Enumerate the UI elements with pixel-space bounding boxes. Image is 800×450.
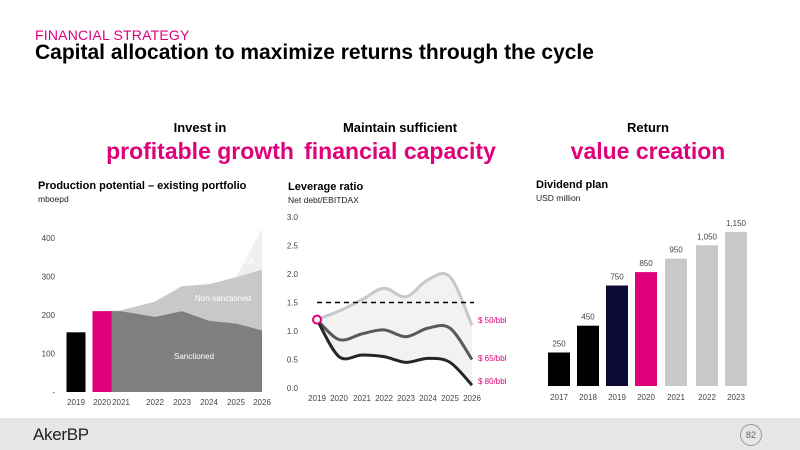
production-chart-unit: mboepd — [38, 194, 69, 204]
x-tick-label: 2022 — [375, 394, 393, 403]
production-chart-title: Production potential – existing portfoli… — [38, 180, 247, 192]
column-heading-capacity: Maintain sufficient financial capacity — [280, 120, 520, 165]
x-tick-label: 2022 — [698, 393, 716, 402]
leverage-chart-unit: Net debt/EBITDAX — [288, 195, 359, 205]
bar-2018 — [577, 325, 599, 386]
y-tick-label: 2.0 — [287, 270, 299, 279]
column-heading-invest: Invest in profitable growth — [80, 120, 320, 165]
scenario-label: $ 80/bbl — [478, 377, 507, 386]
x-tick-label: 2019 — [308, 394, 326, 403]
start-point-marker — [312, 314, 322, 325]
x-tick-label: 2024 — [200, 398, 218, 407]
bar-value-label: 750 — [610, 273, 624, 282]
column-headline: value creation — [570, 138, 726, 164]
line-65-bbl — [315, 318, 474, 361]
column-subheading: Return — [627, 120, 669, 135]
series-label-noaka: NOAKA — [226, 257, 255, 266]
x-tick-label: 2021 — [112, 398, 130, 407]
bar-2022 — [696, 245, 718, 386]
company-logo: AkerBP — [33, 425, 89, 444]
y-tick-label: - — [52, 388, 55, 397]
y-tick-label: 400 — [42, 234, 56, 243]
x-tick-label: 2025 — [227, 398, 245, 407]
x-tick-label: 2025 — [441, 394, 459, 403]
y-tick-label: 300 — [42, 273, 56, 282]
bar-value-label: 1,050 — [697, 232, 718, 241]
x-tick-label: 2020 — [330, 394, 348, 403]
x-tick-label: 2021 — [667, 393, 685, 402]
dividend-chart-unit: USD million — [536, 193, 581, 203]
scenario-label: $ 50/bbl — [478, 316, 507, 325]
series-label-non-sanctioned: Non-sanctioned — [195, 294, 251, 303]
bar-value-label: 450 — [581, 313, 595, 322]
bar-value-label: 950 — [669, 246, 683, 255]
bar-value-label: 250 — [552, 340, 566, 349]
page-title: Capital allocation to maximize returns t… — [35, 41, 594, 64]
bar-2020 — [635, 272, 657, 386]
x-tick-label: 2021 — [353, 394, 371, 403]
x-tick-label: 2019 — [67, 398, 85, 407]
page-number: 82 — [740, 424, 762, 446]
x-tick-label: 2017 — [550, 393, 568, 402]
x-tick-label: 2023 — [397, 394, 415, 403]
y-tick-label: 1.5 — [287, 299, 299, 308]
column-headline: financial capacity — [304, 138, 496, 164]
footer-bar: AkerBP 82 — [0, 418, 800, 450]
leverage-chart-title: Leverage ratio — [288, 181, 364, 193]
x-tick-label: 2026 — [253, 398, 271, 407]
section-kicker: FINANCIAL STRATEGY — [35, 27, 190, 43]
y-tick-label: 1.0 — [287, 327, 299, 336]
y-tick-label: 3.0 — [287, 213, 299, 222]
bar-2019 — [66, 332, 86, 392]
area-sanctioned — [102, 311, 262, 392]
bar-2021 — [665, 258, 687, 386]
dividend-chart-title: Dividend plan — [536, 179, 609, 191]
column-headline: profitable growth — [106, 138, 294, 164]
column-subheading: Invest in — [173, 120, 227, 135]
line-50-bbl — [316, 272, 474, 326]
x-tick-label: 2024 — [419, 394, 437, 403]
x-tick-label: 2019 — [608, 393, 626, 402]
x-tick-label: 2018 — [579, 393, 597, 402]
x-tick-label: 2023 — [727, 393, 745, 402]
bar-2023 — [725, 231, 747, 386]
x-tick-label: 2023 — [173, 398, 191, 407]
y-tick-label: 0.0 — [287, 384, 299, 393]
column-heading-return: Return value creation — [528, 120, 768, 165]
x-tick-label: 2026 — [463, 394, 481, 403]
x-tick-label: 2020 — [93, 398, 111, 407]
y-tick-label: 200 — [42, 311, 56, 320]
y-tick-label: 100 — [42, 350, 56, 359]
series-label-sanctioned: Sanctioned — [174, 352, 214, 361]
x-tick-label: 2022 — [146, 398, 164, 407]
y-tick-label: 0.5 — [287, 356, 299, 365]
bar-2019 — [606, 285, 628, 386]
bar-value-label: 850 — [639, 259, 653, 268]
column-subheading: Maintain sufficient — [342, 120, 458, 135]
y-tick-label: 2.5 — [287, 242, 299, 251]
line-80-bbl — [315, 318, 474, 387]
x-tick-label: 2020 — [637, 393, 655, 402]
bar-2020 — [92, 311, 112, 392]
scenario-label: $ 65/bbl — [478, 354, 507, 363]
bar-value-label: 1,150 — [726, 219, 747, 228]
bar-2017 — [548, 352, 570, 386]
area-non-sanctioned — [102, 269, 262, 331]
